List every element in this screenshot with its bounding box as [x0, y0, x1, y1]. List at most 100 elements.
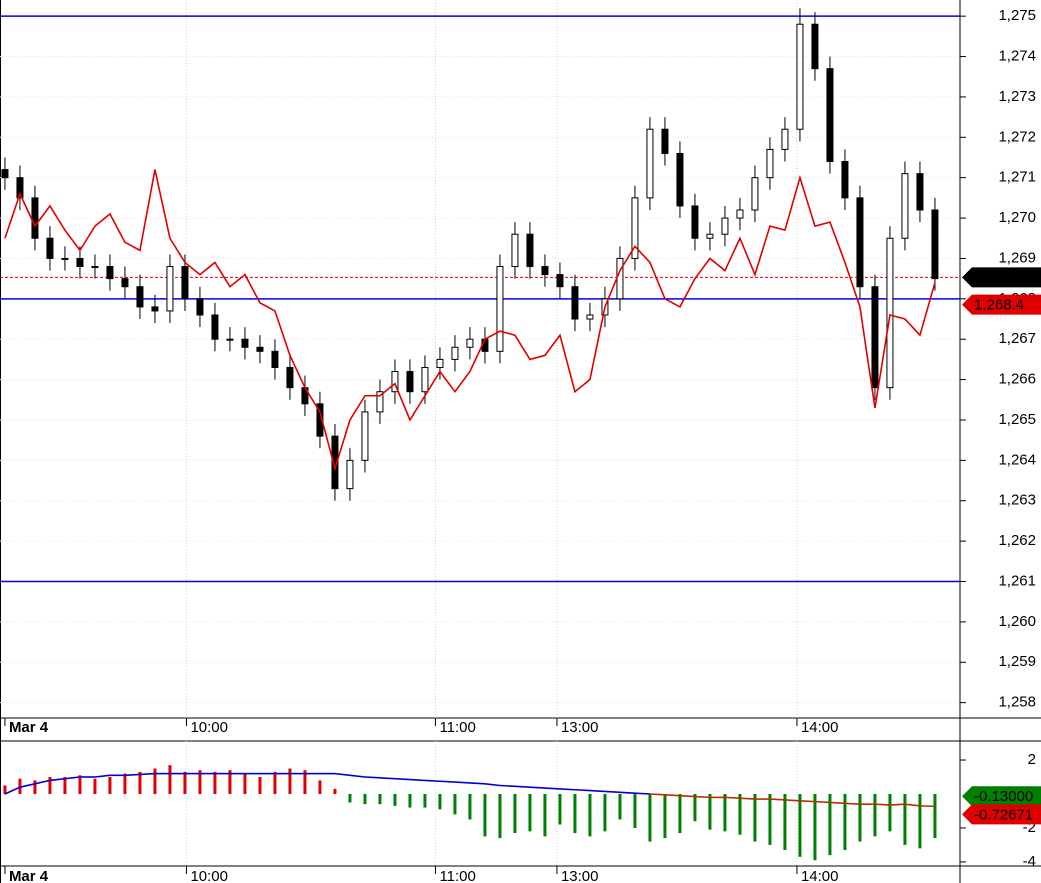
candle-body [196, 298, 204, 316]
histogram-bar [918, 793, 922, 849]
candle-body [886, 237, 894, 389]
histogram-bar [483, 793, 487, 837]
histogram-bar [708, 793, 712, 830]
signal-line [574, 788, 590, 792]
signal-line [769, 798, 785, 801]
candle-body [871, 286, 879, 389]
x-tick-label: 10:00 [190, 868, 228, 883]
candle-body [571, 286, 579, 320]
histogram-bar [348, 793, 352, 803]
histogram-bar [468, 793, 472, 820]
signal-line [649, 793, 665, 796]
signal-line [514, 785, 530, 788]
candle-body [331, 435, 339, 490]
signal-line [874, 803, 890, 806]
candle-body [61, 257, 69, 260]
histogram-bar [228, 770, 232, 794]
histogram-bar [93, 778, 97, 794]
candle-body [121, 278, 129, 288]
histogram-bar [78, 775, 82, 794]
candle-body [646, 128, 654, 199]
signal-line [19, 783, 36, 788]
candle-body [631, 197, 639, 259]
candle-body [436, 358, 444, 368]
histogram-bar [543, 793, 547, 837]
x-tick-label: 13:00 [561, 719, 599, 736]
candle-body [316, 403, 324, 437]
histogram-bar [933, 793, 937, 839]
signal-line [919, 805, 935, 808]
signal-line [604, 790, 620, 794]
candle-body [406, 371, 414, 393]
histogram-bar [408, 793, 412, 808]
histogram-bar [843, 793, 847, 851]
histogram-bar [513, 793, 517, 834]
candle-body [526, 233, 534, 268]
signal-line [664, 794, 680, 797]
y-tick-label: 1,260 [998, 613, 1036, 630]
x-tick-label: 11:00 [439, 719, 475, 736]
line-series [4, 169, 936, 472]
histogram-bar [573, 793, 577, 834]
histogram-bar [768, 793, 772, 845]
histogram-bar [393, 793, 397, 806]
price-tag-label: 1,268.4 [974, 297, 1024, 314]
histogram-bar [243, 773, 247, 794]
histogram-bar [723, 793, 727, 832]
signal-line [124, 773, 140, 777]
x-tick-label: Mar 4 [9, 719, 49, 736]
histogram-bar [783, 793, 787, 851]
histogram-bar [438, 793, 442, 810]
candle-body [466, 338, 474, 348]
signal-line [559, 788, 575, 791]
histogram-bar [678, 793, 682, 834]
histogram-bar [648, 793, 652, 842]
candle-body [541, 266, 549, 276]
price-tag [962, 294, 1041, 315]
histogram-bar [63, 777, 67, 794]
histogram-bar [18, 778, 22, 794]
y-tick-label: 2 [1028, 751, 1036, 768]
candle-body [841, 161, 849, 199]
candle-body [346, 459, 354, 490]
candle-body [31, 197, 39, 239]
signal-line [379, 777, 395, 780]
histogram-bar [453, 793, 457, 815]
signal-line [469, 782, 485, 785]
histogram-bar [618, 793, 622, 820]
signal-line [724, 796, 740, 800]
histogram-bar [633, 793, 637, 828]
y-tick-label: 1,258 [998, 694, 1036, 711]
signal-line [364, 776, 380, 779]
candle-body [676, 152, 684, 207]
candle-body [511, 233, 519, 268]
candle-body [931, 209, 939, 280]
candle-body [901, 173, 909, 239]
signal-line [544, 787, 560, 790]
y-tick-label: 1,259 [998, 653, 1036, 670]
signal-line [499, 784, 515, 788]
candle-body [1, 169, 9, 179]
y-tick-label: 1,274 [998, 48, 1036, 65]
candle-body [46, 237, 54, 259]
histogram-bar [288, 768, 292, 794]
signal-line [829, 801, 845, 805]
y-tick-label: 1,263 [998, 492, 1036, 509]
histogram-bar [813, 793, 817, 861]
histogram-bar [33, 780, 37, 794]
histogram-bar [753, 793, 757, 842]
x-tick-label: 10:00 [190, 719, 228, 736]
signal-line [34, 779, 51, 785]
candle-body [181, 266, 189, 300]
y-tick-label: 1,267 [998, 330, 1036, 347]
candle-body [796, 23, 804, 130]
signal-line [904, 803, 921, 807]
signal-line [484, 783, 501, 787]
x-tick-label: Mar 4 [9, 868, 49, 883]
signal-line [889, 803, 905, 806]
signal-line [424, 779, 440, 783]
candle-body [826, 68, 834, 163]
signal-line [334, 772, 351, 777]
